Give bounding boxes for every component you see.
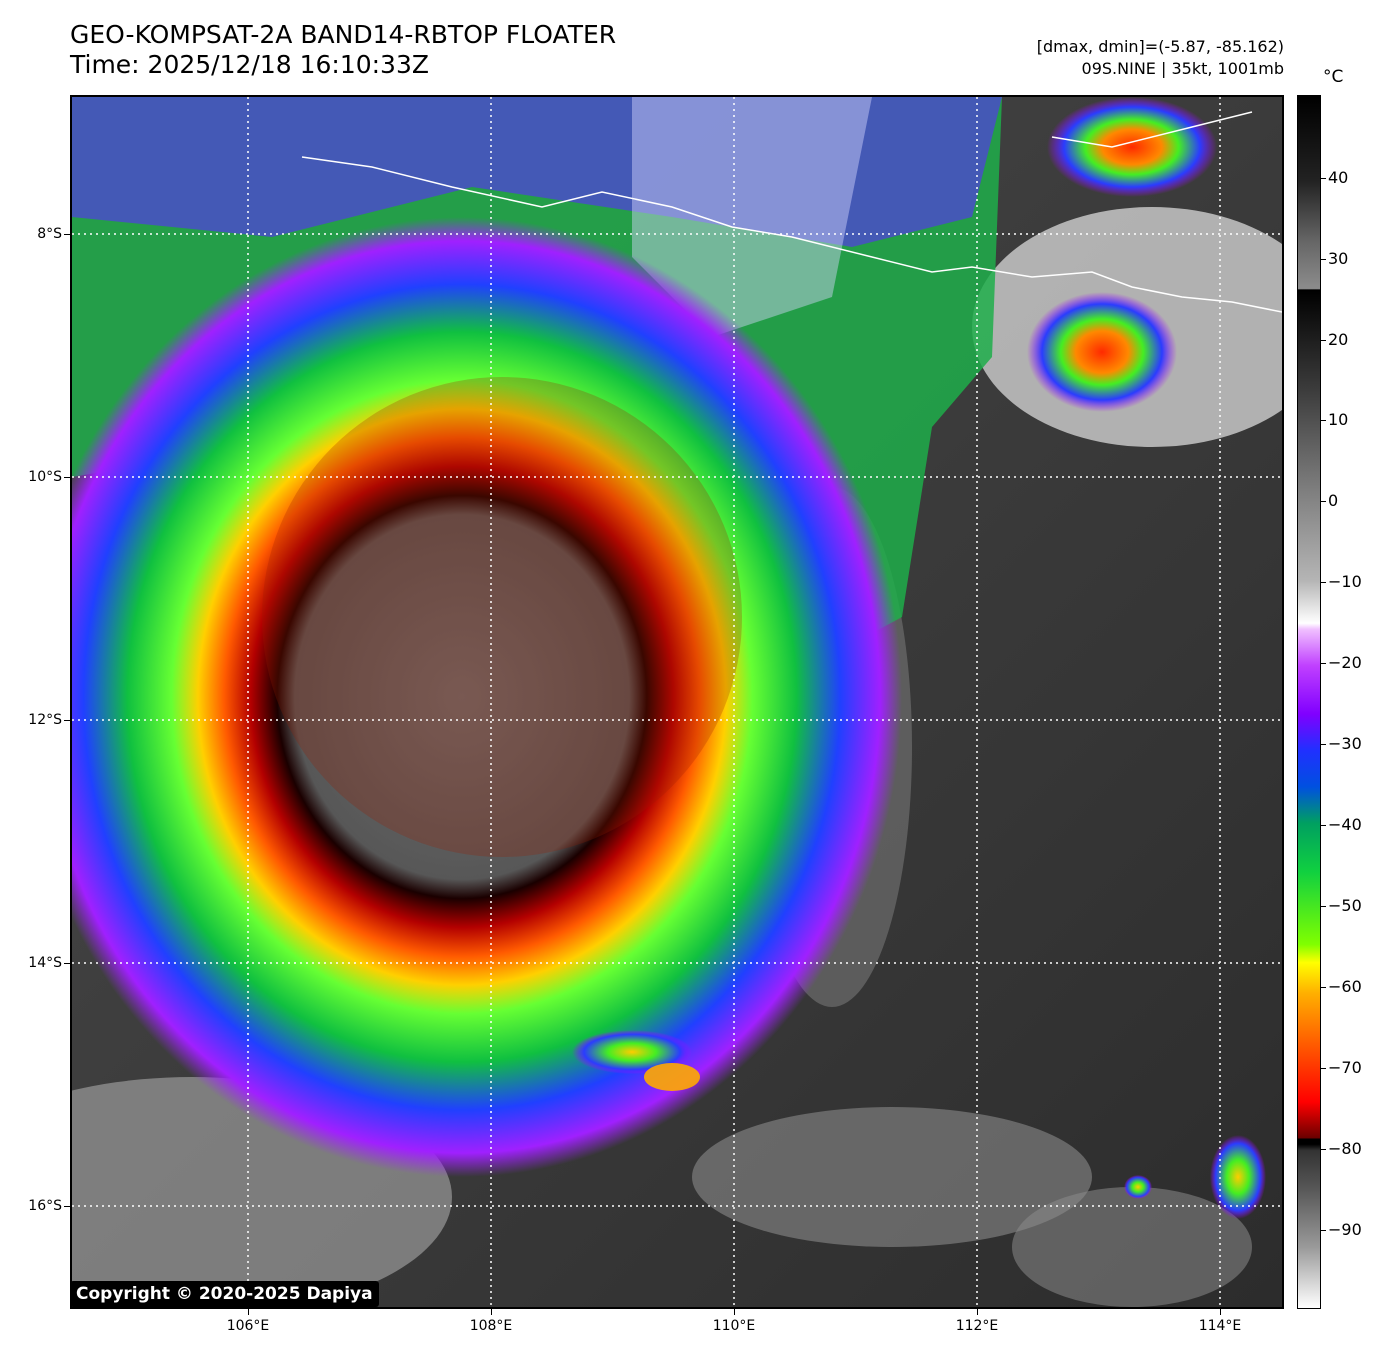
colorbar-label: −70 [1328,1058,1362,1077]
lon-tick [977,1309,978,1315]
colorbar-label: −50 [1328,896,1362,915]
storm-info: [dmax, dmin]=(-5.87, -85.162) 09S.NINE |… [1037,36,1284,80]
temperature-colorbar [1297,95,1321,1309]
copyright-badge: Copyright © 2020-2025 Dapiya [70,1281,379,1307]
lat-label: 12°S [28,712,62,728]
lon-label: 106°E [226,1318,270,1334]
dmax-dmin-text: [dmax, dmin]=(-5.87, -85.162) [1036,37,1284,56]
title-line-time: Time: 2025/12/18 16:10:33Z [70,50,429,79]
storm-name-text: 09S.NINE | 35kt, 1001mb [1081,59,1284,78]
lat-tick [64,963,70,964]
lon-tick [491,1309,492,1315]
colorbar-label: 40 [1328,168,1349,187]
map-title: GEO-KOMPSAT-2A BAND14-RBTOP FLOATER Time… [70,20,616,80]
satellite-imagery [72,97,1282,1307]
title-line-product: GEO-KOMPSAT-2A BAND14-RBTOP FLOATER [70,20,617,49]
colorbar-unit: °C [1323,67,1344,87]
colorbar-tick [1321,906,1326,907]
colorbar-tick [1321,663,1326,664]
colorbar-label: 20 [1328,330,1349,349]
colorbar-tick [1321,744,1326,745]
colorbar-tick [1321,1230,1326,1231]
colorbar-tick [1321,987,1326,988]
colorbar-tick [1321,582,1326,583]
colorbar-label: −40 [1328,815,1362,834]
lon-tick [734,1309,735,1315]
colorbar-tick [1321,259,1326,260]
colorbar-tick [1321,825,1326,826]
lat-label: 8°S [37,226,62,242]
colorbar-tick [1321,1149,1326,1150]
lat-tick [64,477,70,478]
lat-label: 14°S [28,955,62,971]
lat-tick [64,720,70,721]
colorbar-label: 30 [1328,249,1349,268]
colorbar-label: −80 [1328,1139,1362,1158]
colorbar-tick [1321,1068,1326,1069]
lat-label: 10°S [28,469,62,485]
colorbar-tick [1321,420,1326,421]
colorbar-tick [1321,340,1326,341]
colorbar-label: −60 [1328,977,1362,996]
lon-label: 114°E [1198,1318,1242,1334]
lon-label: 108°E [469,1318,513,1334]
colorbar-label: −10 [1328,572,1362,591]
lat-tick [64,1206,70,1207]
colorbar-label: 10 [1328,410,1349,429]
colorbar-label: −20 [1328,653,1362,672]
colorbar-tick [1321,178,1326,179]
colorbar-label: −90 [1328,1220,1362,1239]
lon-tick [248,1309,249,1315]
lon-label: 110°E [712,1318,756,1334]
lon-label: 112°E [955,1318,999,1334]
colorbar-label: 0 [1328,491,1339,510]
satellite-image [70,95,1284,1309]
colorbar-tick [1321,501,1326,502]
lon-tick [1220,1309,1221,1315]
lat-label: 16°S [28,1198,62,1214]
colorbar-label: −30 [1328,734,1362,753]
lat-tick [64,234,70,235]
